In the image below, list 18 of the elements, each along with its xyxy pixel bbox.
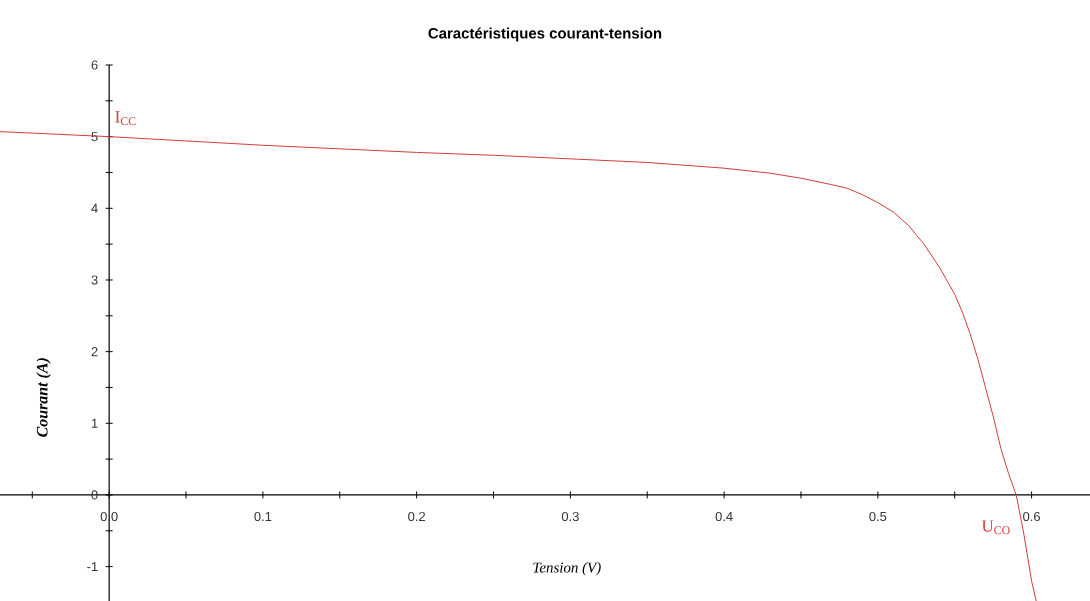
y-tick-label: 1 bbox=[91, 418, 98, 428]
y-tick-label: -1 bbox=[87, 562, 98, 572]
x-tick-label: 0.1 bbox=[254, 511, 272, 522]
x-tick-label: 0.3 bbox=[561, 511, 579, 522]
y-tick-label: 2 bbox=[91, 347, 98, 357]
x-tick-label: 0.5 bbox=[869, 511, 887, 522]
annotation: U$_{CO}$ bbox=[981, 520, 1010, 535]
y-tick-label: 4 bbox=[91, 203, 98, 213]
x-axis-title: Tension (V) bbox=[533, 562, 601, 576]
y-tick-label: 6 bbox=[91, 60, 98, 70]
y-tick-label: 3 bbox=[91, 275, 98, 285]
y-axis-title: Courant (A) bbox=[36, 358, 51, 437]
chart-title: Caractéristiques courant-tension bbox=[428, 27, 662, 42]
x-tick-label: 0.2 bbox=[408, 511, 425, 522]
x-tick-label: 0.4 bbox=[715, 511, 733, 522]
annotation: I$_{CC}$ bbox=[115, 111, 136, 126]
y-tick-label: 5 bbox=[91, 132, 98, 142]
x-tick-label: 0.6 bbox=[1023, 511, 1041, 522]
